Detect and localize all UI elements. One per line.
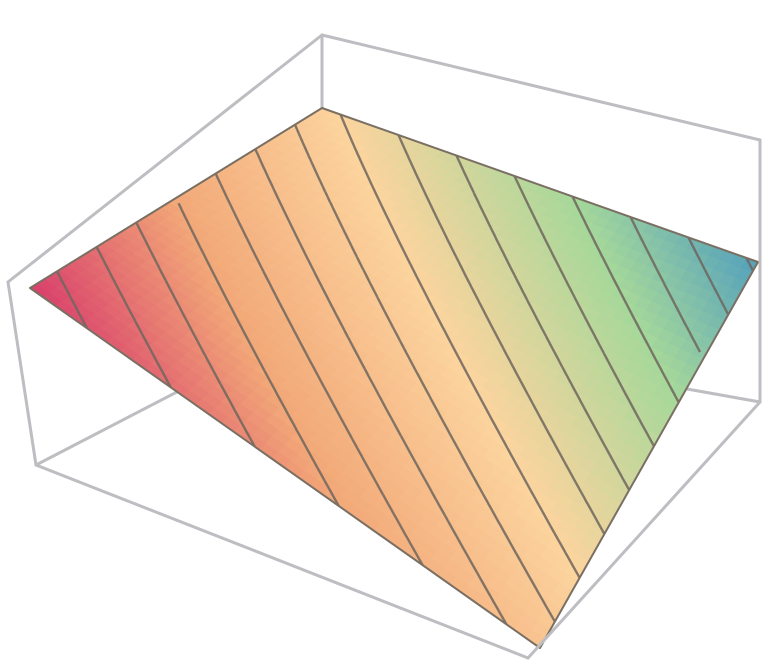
contour-line	[55, 270, 89, 329]
contour-line	[177, 202, 340, 507]
contour-line	[397, 134, 606, 535]
box-edge-front-left-vertical	[6, 280, 38, 467]
contour-line	[687, 236, 730, 316]
contour-line	[214, 173, 424, 566]
surface-outline	[29, 107, 759, 649]
contour-line	[455, 155, 631, 491]
contour-line	[135, 221, 256, 448]
contour-line	[339, 114, 581, 579]
contour-lines	[55, 114, 755, 625]
contour-line	[293, 124, 556, 623]
box-edge-floor-front-left	[34, 463, 530, 660]
surface-mesh	[30, 108, 758, 648]
box-edge-floor-front-right	[526, 400, 762, 660]
box-edge-back-top-right	[320, 33, 762, 142]
bounding-box-front	[6, 138, 762, 660]
contour-line	[254, 148, 508, 625]
contour-line	[629, 216, 702, 353]
box-edge-back-top-left	[6, 33, 324, 284]
contour-line	[95, 246, 172, 389]
